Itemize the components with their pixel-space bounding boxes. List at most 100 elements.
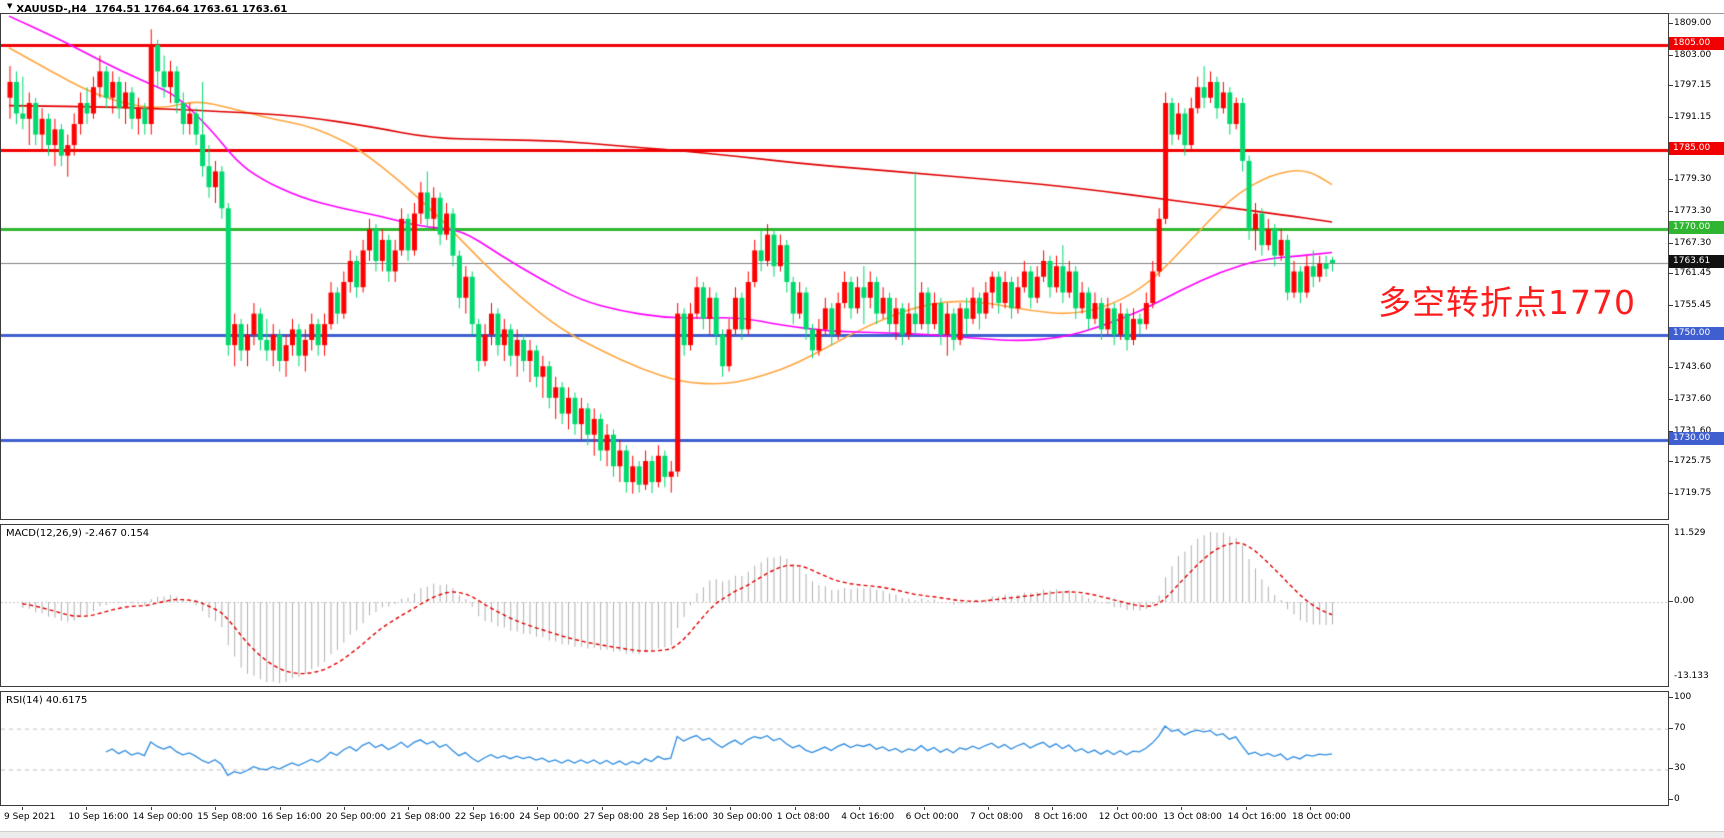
time-axis-tick-mark bbox=[150, 807, 152, 810]
chart-title-bar: ▼ XAUUSD-,H4 1764.51 1764.64 1763.61 1763.… bbox=[0, 0, 1724, 15]
price-level-badge: 1805.00 bbox=[1669, 37, 1724, 50]
time-axis[interactable]: 9 Sep 2021 10 Sep 16:00 14 Sep 00:00 15 Sep… bbox=[0, 807, 1724, 831]
time-axis-label: 24 Sep 00:00 bbox=[519, 812, 580, 822]
ohlc-values-label: 1764.51 1764.64 1763.61 1763.61 bbox=[94, 4, 288, 15]
price-tick-label: 1743.60 bbox=[1674, 362, 1712, 372]
price-tick-mark bbox=[1669, 367, 1673, 368]
price-tick-mark bbox=[1669, 273, 1673, 274]
time-axis-tick-mark bbox=[1181, 807, 1183, 810]
time-axis-label: 27 Sep 08:00 bbox=[583, 812, 644, 822]
price-tick-mark bbox=[1669, 211, 1673, 212]
time-axis-tick-mark bbox=[859, 807, 861, 810]
symbol-timeframe-label: XAUUSD-,H4 bbox=[16, 4, 87, 15]
time-axis-label: 8 Oct 16:00 bbox=[1034, 812, 1088, 822]
current-price-badge: 1763.61 bbox=[1669, 255, 1724, 268]
time-axis-label: 7 Oct 08:00 bbox=[970, 812, 1023, 822]
macd-axis-min-label: -13.133 bbox=[1674, 671, 1709, 681]
time-axis-tick-mark bbox=[408, 807, 410, 810]
price-tick-label: 1773.30 bbox=[1674, 206, 1712, 216]
price-level-badge: 1770.00 bbox=[1669, 221, 1724, 234]
rsi-tick-mark bbox=[1669, 727, 1673, 729]
price-tick-mark bbox=[1669, 179, 1673, 180]
rsi-axis-label: 70 bbox=[1674, 722, 1686, 733]
time-axis-tick-mark bbox=[1116, 807, 1118, 810]
price-tick-mark bbox=[1669, 243, 1673, 244]
time-axis-tick-mark bbox=[923, 807, 925, 810]
price-tick-mark bbox=[1669, 55, 1673, 56]
price-tick-label: 1761.45 bbox=[1674, 268, 1712, 278]
rsi-tick-mark bbox=[1669, 768, 1673, 770]
price-tick-mark bbox=[1669, 461, 1673, 462]
rsi-tick-mark bbox=[1669, 697, 1673, 698]
price-tick-label: 1767.30 bbox=[1674, 238, 1712, 248]
price-level-badge: 1730.00 bbox=[1669, 432, 1724, 445]
bottom-strip bbox=[0, 831, 1724, 838]
rsi-axis-label: 30 bbox=[1674, 763, 1686, 774]
price-tick-label: 1737.60 bbox=[1674, 394, 1712, 404]
price-tick-label: 1725.75 bbox=[1674, 456, 1712, 466]
time-axis-label: 21 Sep 08:00 bbox=[390, 812, 451, 822]
price-tick-label: 1755.45 bbox=[1674, 300, 1712, 310]
macd-axis-zero-label: 0.00 bbox=[1674, 596, 1695, 606]
price-tick-mark bbox=[1669, 399, 1673, 400]
macd-indicator-panel[interactable] bbox=[0, 524, 1669, 687]
price-tick-label: 1809.00 bbox=[1674, 18, 1712, 28]
time-axis-label: 20 Sep 00:00 bbox=[326, 812, 387, 822]
time-axis-label: 10 Sep 16:00 bbox=[68, 812, 129, 822]
price-tick-mark bbox=[1669, 431, 1673, 432]
time-axis-label: 28 Sep 16:00 bbox=[648, 812, 709, 822]
time-axis-tick-mark bbox=[1052, 807, 1054, 810]
time-axis-tick-mark bbox=[537, 807, 539, 810]
time-axis-label: 18 Oct 00:00 bbox=[1292, 812, 1351, 822]
time-axis-tick-mark bbox=[215, 807, 217, 810]
time-axis-label: 14 Sep 00:00 bbox=[132, 812, 193, 822]
price-tick-label: 1791.15 bbox=[1674, 112, 1712, 122]
time-axis-tick-mark bbox=[794, 807, 796, 810]
time-axis-tick-mark bbox=[472, 807, 474, 810]
rsi-tick-mark bbox=[1669, 799, 1673, 800]
time-axis-label: 22 Sep 16:00 bbox=[454, 812, 515, 822]
time-axis-label: 12 Oct 00:00 bbox=[1098, 812, 1158, 822]
time-axis-tick-mark bbox=[666, 807, 667, 810]
price-tick-label: 1797.15 bbox=[1674, 80, 1712, 90]
price-tick-mark bbox=[1669, 493, 1673, 494]
rsi-indicator-panel[interactable] bbox=[0, 691, 1669, 806]
rsi-axis-label: 0 bbox=[1674, 794, 1680, 804]
price-tick-mark bbox=[1669, 85, 1673, 86]
rsi-chart-canvas[interactable] bbox=[1, 692, 1668, 805]
price-chart-panel[interactable] bbox=[0, 13, 1669, 520]
time-axis-tick-mark bbox=[86, 807, 88, 810]
time-axis-label: 15 Sep 08:00 bbox=[197, 812, 258, 822]
time-axis-label: 16 Sep 16:00 bbox=[261, 812, 322, 822]
macd-axis-max-label: 11.529 bbox=[1674, 528, 1706, 538]
time-axis-tick-mark bbox=[1310, 807, 1311, 810]
time-axis-label: 30 Sep 00:00 bbox=[712, 812, 773, 822]
time-axis-label: 13 Oct 08:00 bbox=[1163, 812, 1222, 822]
time-axis-label: 6 Oct 00:00 bbox=[905, 812, 959, 822]
time-axis-tick-mark bbox=[279, 807, 281, 810]
price-level-badge: 1785.00 bbox=[1669, 142, 1724, 155]
time-axis-tick-mark bbox=[988, 807, 989, 810]
time-axis-label: 14 Oct 16:00 bbox=[1227, 812, 1287, 822]
time-axis-tick-mark bbox=[344, 807, 345, 810]
price-tick-label: 1731.60 bbox=[1674, 426, 1712, 436]
rsi-axis-label: 100 bbox=[1674, 692, 1692, 702]
time-axis-label: 9 Sep 2021 bbox=[4, 812, 56, 822]
macd-zero-tick-mark bbox=[1669, 601, 1673, 602]
price-level-badge: 1750.00 bbox=[1669, 327, 1724, 340]
time-axis-label: 4 Oct 16:00 bbox=[841, 812, 895, 822]
price-tick-label: 1803.00 bbox=[1674, 50, 1712, 60]
macd-legend-label: MACD(12,26,9) -2.467 0.154 bbox=[6, 528, 150, 539]
price-tick-mark bbox=[1669, 117, 1673, 118]
time-axis-label: 1 Oct 08:00 bbox=[776, 812, 830, 822]
time-axis-tick-mark bbox=[601, 807, 603, 810]
chart-annotation-text: 多空转折点1770 bbox=[1378, 283, 1636, 322]
chart-dropdown-icon[interactable]: ▼ bbox=[7, 2, 13, 10]
price-tick-mark bbox=[1669, 23, 1673, 24]
macd-chart-canvas[interactable] bbox=[1, 525, 1668, 686]
price-tick-label: 1779.30 bbox=[1674, 174, 1712, 184]
candlestick-chart-canvas[interactable] bbox=[1, 14, 1668, 519]
rsi-legend-label: RSI(14) 40.6175 bbox=[6, 695, 88, 706]
time-axis-tick-mark bbox=[1245, 807, 1247, 810]
